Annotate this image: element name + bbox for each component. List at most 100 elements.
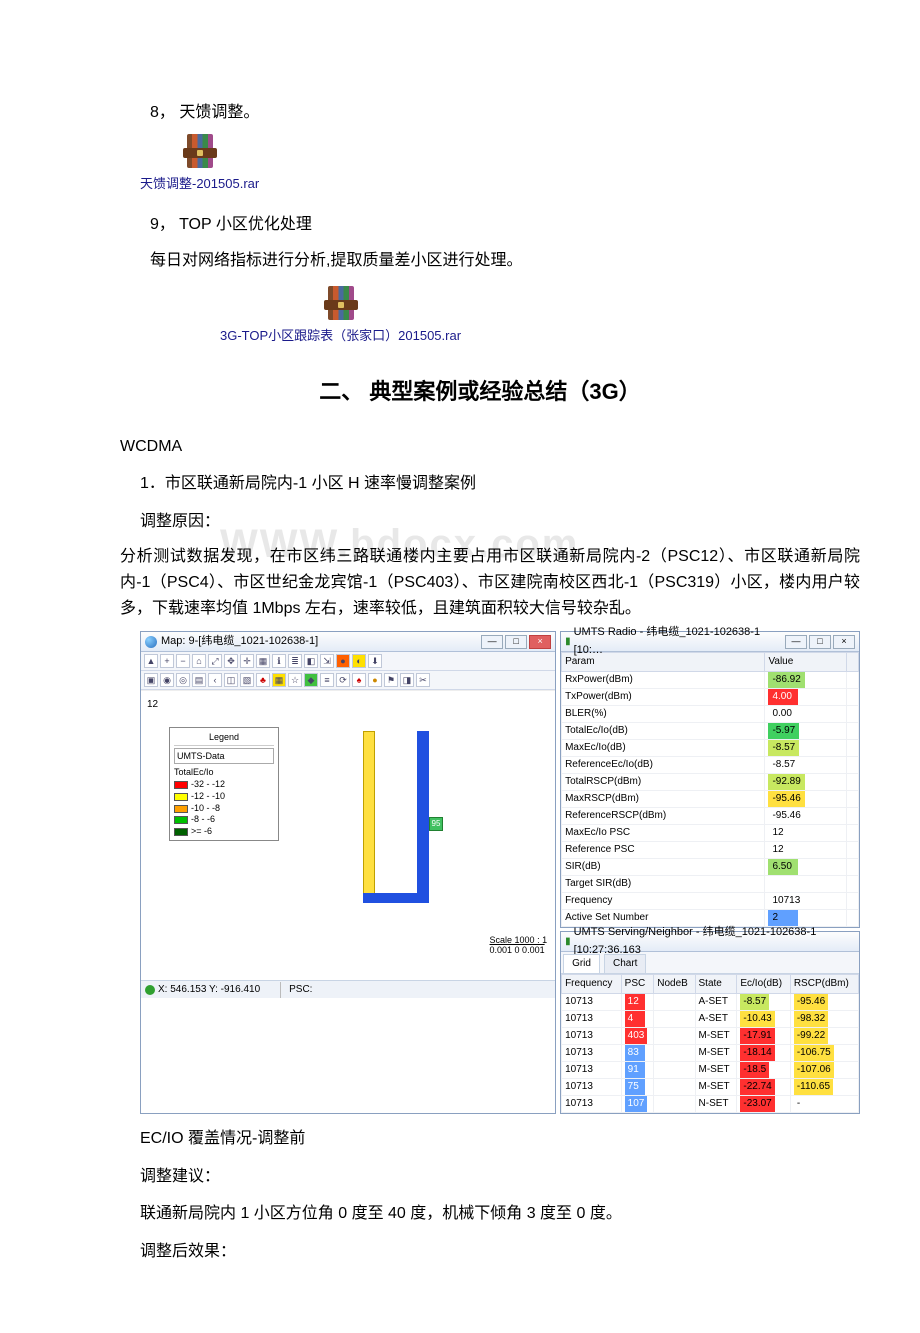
screenshot-composite: Map: 9-[纬电缆_1021-102638-1] — □ × ▲ + − ⌂… xyxy=(140,631,860,1114)
rar-icon xyxy=(324,284,358,324)
table-row: TxPower(dBm)4.00 xyxy=(562,689,859,706)
radio-table: Param Value RxPower(dBm)-86.92TxPower(dB… xyxy=(561,652,859,927)
layers-icon[interactable]: ≣ xyxy=(288,654,302,668)
close-button[interactable]: × xyxy=(833,635,855,649)
tool-icon[interactable]: ♣ xyxy=(256,673,270,687)
export-icon[interactable]: ⇲ xyxy=(320,654,334,668)
signal-icon: ▮ xyxy=(565,934,571,950)
zoom-rect-icon[interactable]: ⌂ xyxy=(192,654,206,668)
maximize-button[interactable]: □ xyxy=(505,635,527,649)
wcdma-heading: WCDMA xyxy=(120,434,860,460)
reason-heading: 调整原因： xyxy=(140,509,860,535)
table-row: TotalRSCP(dBm)-92.89 xyxy=(562,774,859,791)
fit-icon[interactable]: ⤢ xyxy=(208,654,222,668)
table-row: 1071375M-SET-22.74-110.65 xyxy=(562,1079,859,1096)
close-button[interactable]: × xyxy=(529,635,551,649)
tool-icon[interactable]: ◫ xyxy=(224,673,238,687)
tab-chart[interactable]: Chart xyxy=(604,954,646,973)
rar-attachment-1[interactable]: 天馈调整-201505.rar xyxy=(140,132,259,195)
map-toolbar-1: ▲ + − ⌂ ⤢ ✥ ✛ ▦ ℹ ≣ ◧ ⇲ ● ◐ ⬇ xyxy=(141,652,555,671)
tool-icon[interactable]: ▧ xyxy=(240,673,254,687)
tool-icon[interactable]: ⚑ xyxy=(384,673,398,687)
table-row: 1071383M-SET-18.14-106.75 xyxy=(562,1045,859,1062)
tool-icon[interactable]: ▤ xyxy=(192,673,206,687)
zoom-out-icon[interactable]: − xyxy=(176,654,190,668)
list-item-8: 8， 天馈调整。 xyxy=(100,100,860,126)
table-row: Target SIR(dB) xyxy=(562,876,859,893)
pointer-icon[interactable]: ▲ xyxy=(144,654,158,668)
maximize-button[interactable]: □ xyxy=(809,635,831,649)
legend-title: Legend xyxy=(174,730,274,745)
table-row: ReferenceRSCP(dBm)-95.46 xyxy=(562,808,859,825)
suggestion-heading: 调整建议： xyxy=(140,1164,860,1190)
map-legend: Legend UMTS-Data TotalEc/Io -32 - -12-12… xyxy=(169,727,279,841)
table-row: MaxEc/Io PSC12 xyxy=(562,825,859,842)
tool-icon[interactable]: ✂ xyxy=(416,673,430,687)
tool-icon[interactable]: ▦ xyxy=(272,673,286,687)
section-title: 二、 典型案例或经验总结（3G） xyxy=(100,374,860,409)
axis-label: 12 xyxy=(147,697,158,713)
tool-icon[interactable]: ◆ xyxy=(304,673,318,687)
pan-icon[interactable]: ✥ xyxy=(224,654,238,668)
save-icon[interactable]: ⬇ xyxy=(368,654,382,668)
col-header: Frequency xyxy=(562,975,622,994)
chart-icon[interactable]: ◧ xyxy=(304,654,318,668)
item-number: 8， xyxy=(150,104,175,121)
grid-icon[interactable]: ▦ xyxy=(256,654,270,668)
window-title: Map: 9-[纬电缆_1021-102638-1] xyxy=(161,633,481,651)
tool-icon[interactable]: ☆ xyxy=(288,673,302,687)
daily-analysis-text: 每日对网络指标进行分析,提取质量差小区进行处理。 xyxy=(150,248,860,274)
window-titlebar[interactable]: ▮ UMTS Serving/Neighbor - 纬电缆_1021-10263… xyxy=(561,932,859,952)
tool-icon[interactable]: ♠ xyxy=(352,673,366,687)
legend-row: >= -6 xyxy=(174,826,274,838)
right-panels: ▮ UMTS Radio - 纬电缆_1021-102638-1 [10:… —… xyxy=(560,631,860,1114)
rar-attachment-2[interactable]: 3G-TOP小区跟踪表（张家口）201505.rar xyxy=(220,284,461,347)
tool-icon[interactable]: ● xyxy=(368,673,382,687)
status-dot-icon xyxy=(145,985,155,995)
map-route: 95 xyxy=(361,731,441,901)
figure-caption: EC/IO 覆盖情况-调整前 xyxy=(140,1126,860,1152)
tool-icon[interactable]: ‹ xyxy=(208,673,222,687)
case-heading: 1．市区联通新局院内-1 小区 H 速率慢调整案例 xyxy=(140,471,860,497)
legend-header: UMTS-Data xyxy=(174,748,274,764)
tool-icon[interactable]: ◨ xyxy=(400,673,414,687)
window-titlebar[interactable]: ▮ UMTS Radio - 纬电缆_1021-102638-1 [10:… —… xyxy=(561,632,859,652)
window-titlebar[interactable]: Map: 9-[纬电缆_1021-102638-1] — □ × xyxy=(141,632,555,652)
neighbor-table: FrequencyPSCNodeBStateEc/Io(dB)RSCP(dBm)… xyxy=(561,974,859,1113)
table-row: MaxEc/Io(dB)-8.57 xyxy=(562,740,859,757)
zoom-in-icon[interactable]: + xyxy=(160,654,174,668)
settings-icon[interactable]: ◐ xyxy=(352,654,366,668)
table-row: Frequency10713 xyxy=(562,893,859,910)
table-row: 10713107N-SET-23.07- xyxy=(562,1096,859,1113)
reason-paragraph: 分析测试数据发现，在市区纬三路联通楼内主要占用市区联通新局院内-2（PSC12）… xyxy=(120,544,860,621)
tool-icon[interactable]: ≡ xyxy=(320,673,334,687)
legend-row: -10 - -8 xyxy=(174,803,274,815)
after-heading: 调整后效果： xyxy=(140,1239,860,1265)
col-header: RSCP(dBm) xyxy=(790,975,858,994)
map-window: Map: 9-[纬电缆_1021-102638-1] — □ × ▲ + − ⌂… xyxy=(140,631,556,1114)
table-row: TotalEc/Io(dB)-5.97 xyxy=(562,723,859,740)
table-row: MaxRSCP(dBm)-95.46 xyxy=(562,791,859,808)
globe-icon xyxy=(145,636,157,648)
crosshair-icon[interactable]: ✛ xyxy=(240,654,254,668)
legend-param: TotalEc/Io xyxy=(174,765,274,779)
status-psc: PSC: xyxy=(280,982,312,998)
table-row: RxPower(dBm)-86.92 xyxy=(562,672,859,689)
map-scale: Scale 1000 : 1 0.001 0 0.001 xyxy=(490,935,548,957)
item-text: 天馈调整。 xyxy=(179,104,259,121)
signal-icon: ▮ xyxy=(565,634,571,650)
minimize-button[interactable]: — xyxy=(481,635,503,649)
map-marker: 95 xyxy=(429,817,443,831)
color-icon[interactable]: ● xyxy=(336,654,350,668)
tool-icon[interactable]: ◎ xyxy=(176,673,190,687)
tab-grid[interactable]: Grid xyxy=(563,954,600,973)
info-icon[interactable]: ℹ xyxy=(272,654,286,668)
col-header: PSC xyxy=(621,975,654,994)
table-row: 10713403M-SET-17.91-99.22 xyxy=(562,1028,859,1045)
minimize-button[interactable]: — xyxy=(785,635,807,649)
tool-icon[interactable]: ◉ xyxy=(160,673,174,687)
map-canvas[interactable]: 12 Legend UMTS-Data TotalEc/Io -32 - -12… xyxy=(141,690,555,980)
suggestion-body: 联通新局院内 1 小区方位角 0 度至 40 度，机械下倾角 3 度至 0 度。 xyxy=(140,1201,860,1227)
tool-icon[interactable]: ▣ xyxy=(144,673,158,687)
tool-icon[interactable]: ⟳ xyxy=(336,673,350,687)
